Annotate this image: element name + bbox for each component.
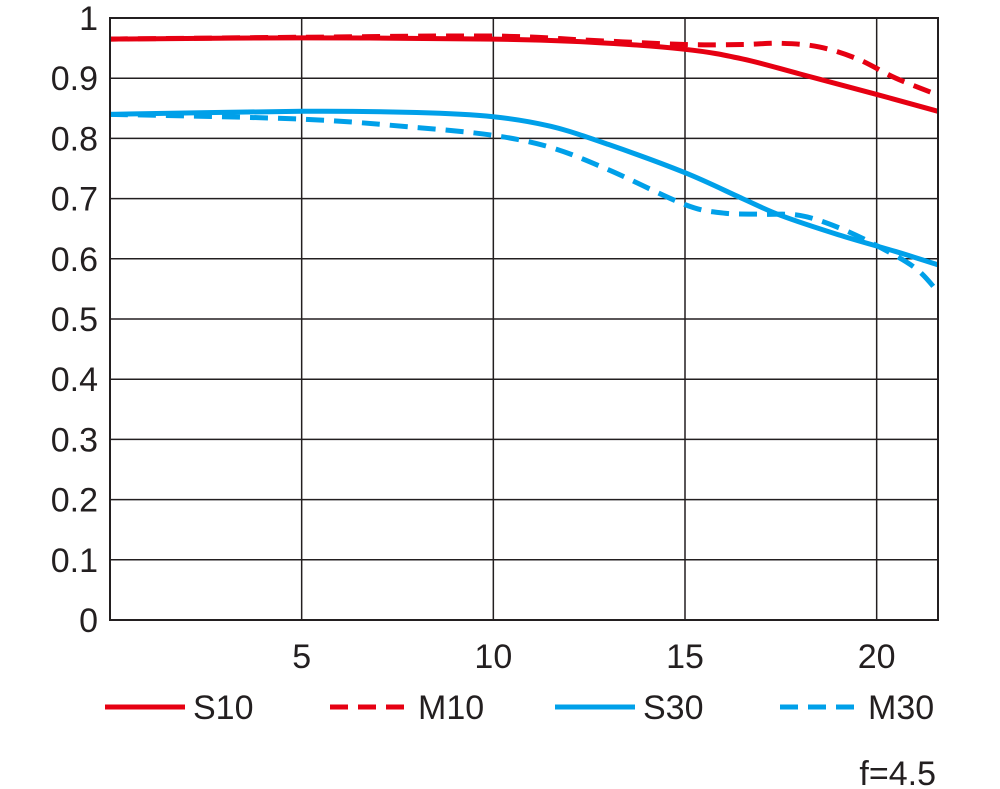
y-tick-label: 0 [79,602,98,640]
x-tick-label: 10 [474,638,512,676]
x-tick-label: 15 [666,638,704,676]
y-tick-label: 0.7 [51,181,98,219]
y-tick-label: 1 [79,0,98,38]
y-tick-label: 0.4 [51,361,98,399]
y-tick-label: 0.5 [51,301,98,339]
series-line-m30 [109,111,940,294]
legend: S10 M10 S30 M30 [105,689,934,727]
y-tick-label: 0.2 [51,482,98,520]
legend-label-s10: S10 [193,689,254,727]
x-tick-label: 20 [858,638,896,676]
legend-label-m10: M10 [418,689,484,727]
grid [110,17,938,621]
y-tick-label: 0.3 [51,421,98,459]
x-tick-labels: 5 10 15 20 [292,638,895,676]
y-tick-label: 0.6 [51,241,98,279]
legend-label-m30: M30 [868,689,934,727]
series-line-s30 [109,108,939,268]
y-tick-label: 0.9 [51,60,98,98]
plot-frame [109,17,939,621]
series-line-m10 [109,33,939,98]
series-lines [109,33,940,294]
y-tick-label: 0.8 [51,120,98,158]
y-tick-labels: 0 0.1 0.2 0.3 0.4 0.5 0.6 0.7 0.8 0.9 1 [51,0,98,640]
aperture-annotation: f=4.5 [859,755,936,789]
series-line-s10 [109,35,939,114]
x-tick-label: 5 [292,638,311,676]
legend-label-s30: S30 [643,689,704,727]
y-tick-label: 0.1 [51,542,98,580]
